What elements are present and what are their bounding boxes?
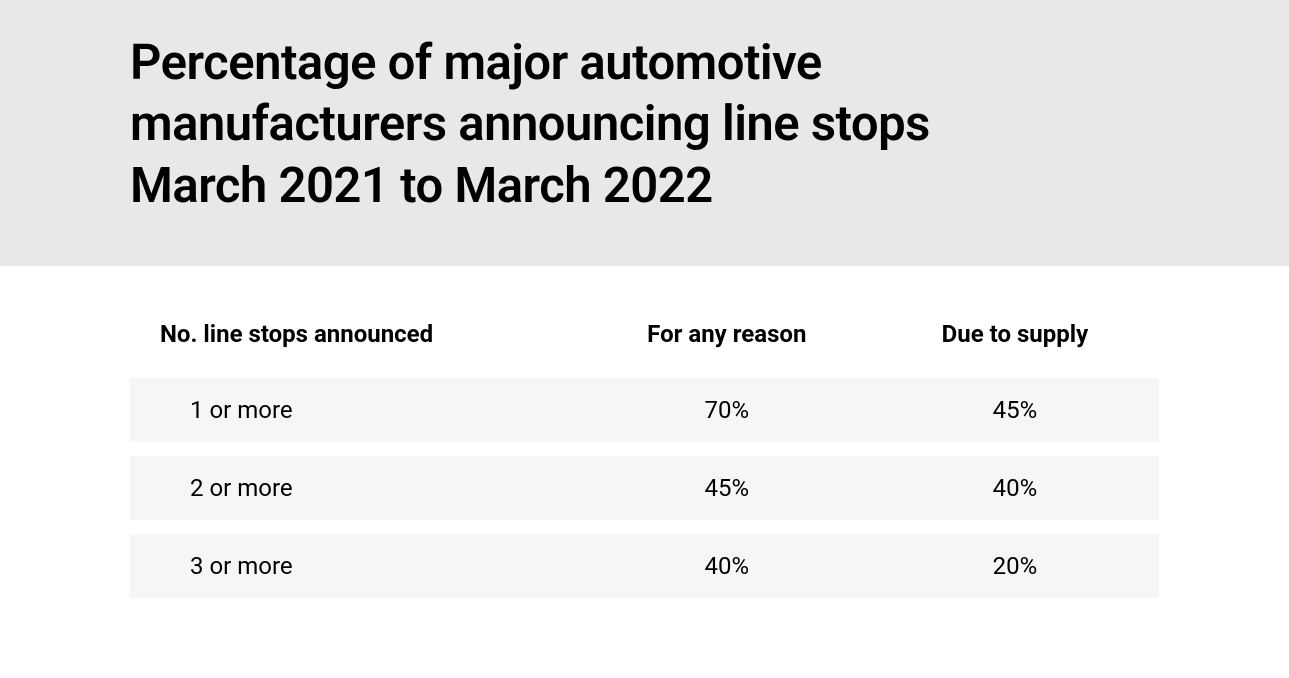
cell-supply: 20% <box>871 534 1159 598</box>
cell-supply: 45% <box>871 378 1159 442</box>
col-header-stops: No. line stops announced <box>130 320 583 364</box>
cell-stops: 1 or more <box>130 378 583 442</box>
cell-stops: 3 or more <box>130 534 583 598</box>
cell-stops: 2 or more <box>130 456 583 520</box>
cell-supply: 40% <box>871 456 1159 520</box>
cell-any-reason: 70% <box>583 378 871 442</box>
table-row: 1 or more 70% 45% <box>130 378 1159 442</box>
title-block: Percentage of major automotive manufactu… <box>0 0 1289 266</box>
cell-any-reason: 40% <box>583 534 871 598</box>
table-row: 2 or more 45% 40% <box>130 456 1159 520</box>
cell-any-reason: 45% <box>583 456 871 520</box>
col-header-supply: Due to supply <box>871 320 1159 364</box>
table-header-row: No. line stops announced For any reason … <box>130 320 1159 364</box>
table-container: No. line stops announced For any reason … <box>0 266 1289 612</box>
line-stops-table: No. line stops announced For any reason … <box>130 306 1159 612</box>
col-header-any-reason: For any reason <box>583 320 871 364</box>
table-row: 3 or more 40% 20% <box>130 534 1159 598</box>
page-title: Percentage of major automotive manufactu… <box>130 32 1030 216</box>
